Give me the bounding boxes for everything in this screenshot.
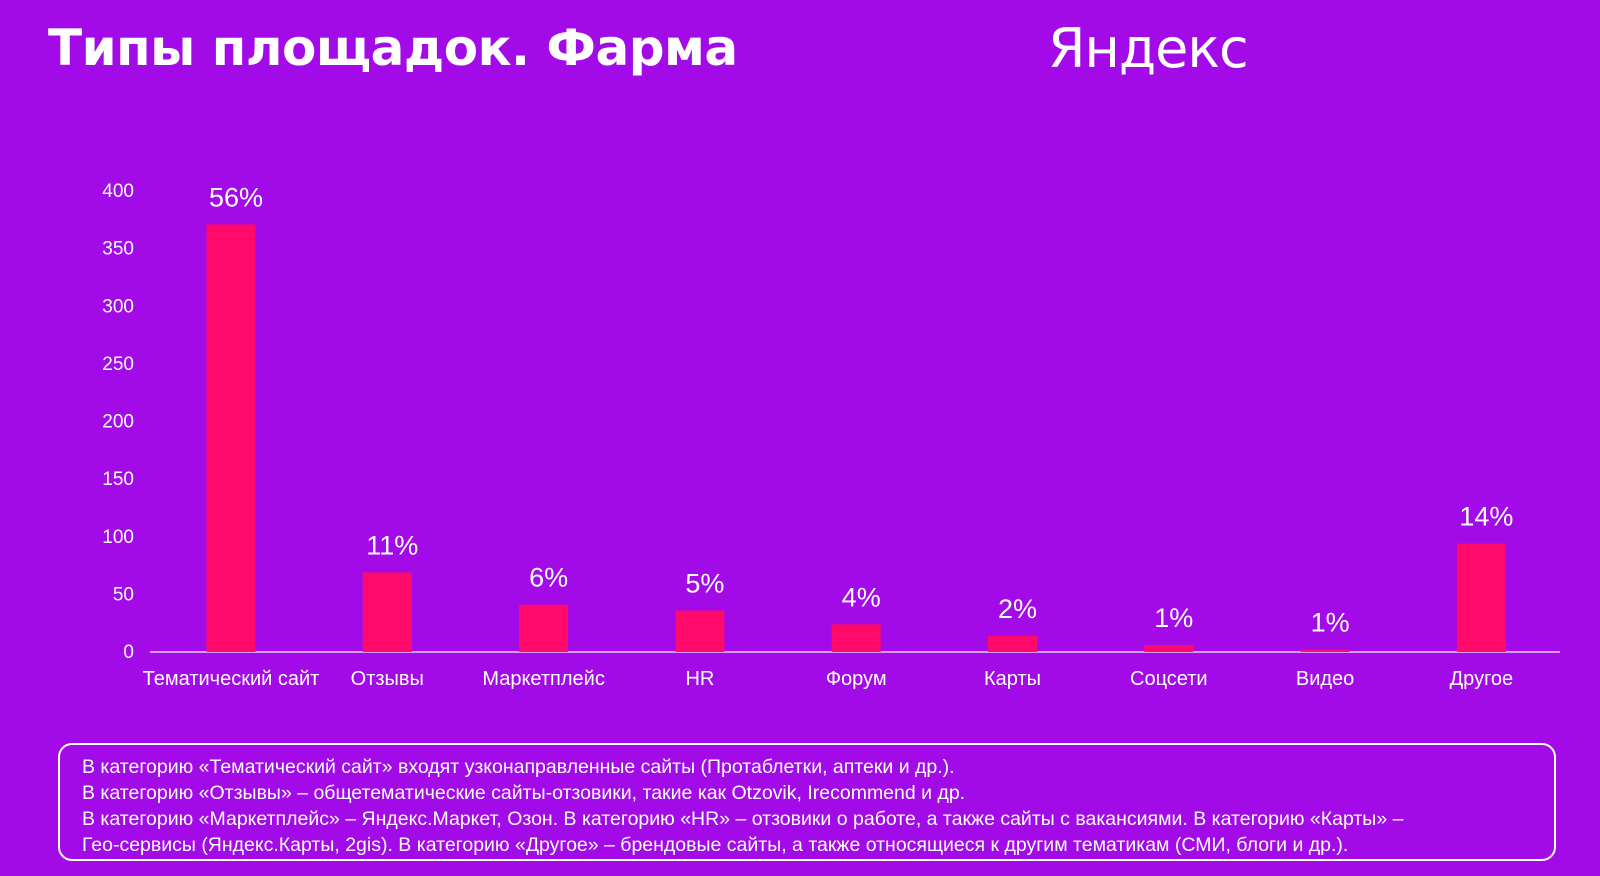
data-label: 11% <box>366 530 418 560</box>
bar <box>675 610 725 652</box>
data-label: 14% <box>1459 502 1513 532</box>
footnote-line: В категорию «Отзывы» – общетематические … <box>82 782 966 804</box>
y-tick-label: 50 <box>113 584 134 605</box>
x-tick-label: Другое <box>1450 668 1514 690</box>
x-tick-label: Отзывы <box>351 668 424 690</box>
footnote-box: В категорию «Тематический сайт» входят у… <box>58 743 1556 861</box>
data-label: 4% <box>842 582 881 612</box>
x-tick-label: Форум <box>826 668 887 690</box>
x-tick-label: Тематический сайт <box>143 668 320 690</box>
x-tick-label: Видео <box>1296 668 1354 690</box>
y-tick-label: 0 <box>123 642 134 663</box>
data-label: 6% <box>529 563 568 593</box>
bar <box>1300 649 1350 652</box>
page-title: Типы площадок. Фарма <box>48 19 738 77</box>
x-tick-label: Карты <box>984 668 1041 690</box>
bar <box>988 635 1037 652</box>
x-tick-label: Соцсети <box>1130 668 1208 690</box>
footnote-line: В категорию «Маркетплейс» – Яндекс.Марке… <box>82 808 1404 830</box>
bar <box>1144 645 1194 652</box>
x-tick-label: HR <box>685 668 714 690</box>
bar <box>206 224 256 653</box>
data-label: 56% <box>209 182 263 212</box>
bar <box>519 604 569 652</box>
footnote-line: Гео-сервисы (Яндекс.Карты, 2gis). В кате… <box>82 834 1349 856</box>
x-tick-label: Маркетплейс <box>482 668 605 690</box>
bar <box>831 624 881 652</box>
y-tick-label: 400 <box>102 181 134 202</box>
y-tick-label: 300 <box>102 296 134 317</box>
data-label: 2% <box>998 594 1037 624</box>
data-label: 1% <box>1154 603 1193 633</box>
yandex-logo: Яндекс <box>1048 17 1249 80</box>
data-label: 5% <box>685 569 724 599</box>
data-label: 1% <box>1311 608 1350 638</box>
y-tick-label: 200 <box>102 412 134 433</box>
y-tick-label: 250 <box>102 354 134 375</box>
footnote-line: В категорию «Тематический сайт» входят у… <box>82 756 955 778</box>
bar <box>1456 543 1506 652</box>
y-tick-label: 150 <box>102 469 134 490</box>
y-tick-label: 100 <box>102 527 134 548</box>
bar-chart: 0 50 100 150 200 250 300 350 400 56% Тематический … <box>102 181 1560 690</box>
y-tick-label: 350 <box>102 239 134 260</box>
bar <box>362 572 412 652</box>
